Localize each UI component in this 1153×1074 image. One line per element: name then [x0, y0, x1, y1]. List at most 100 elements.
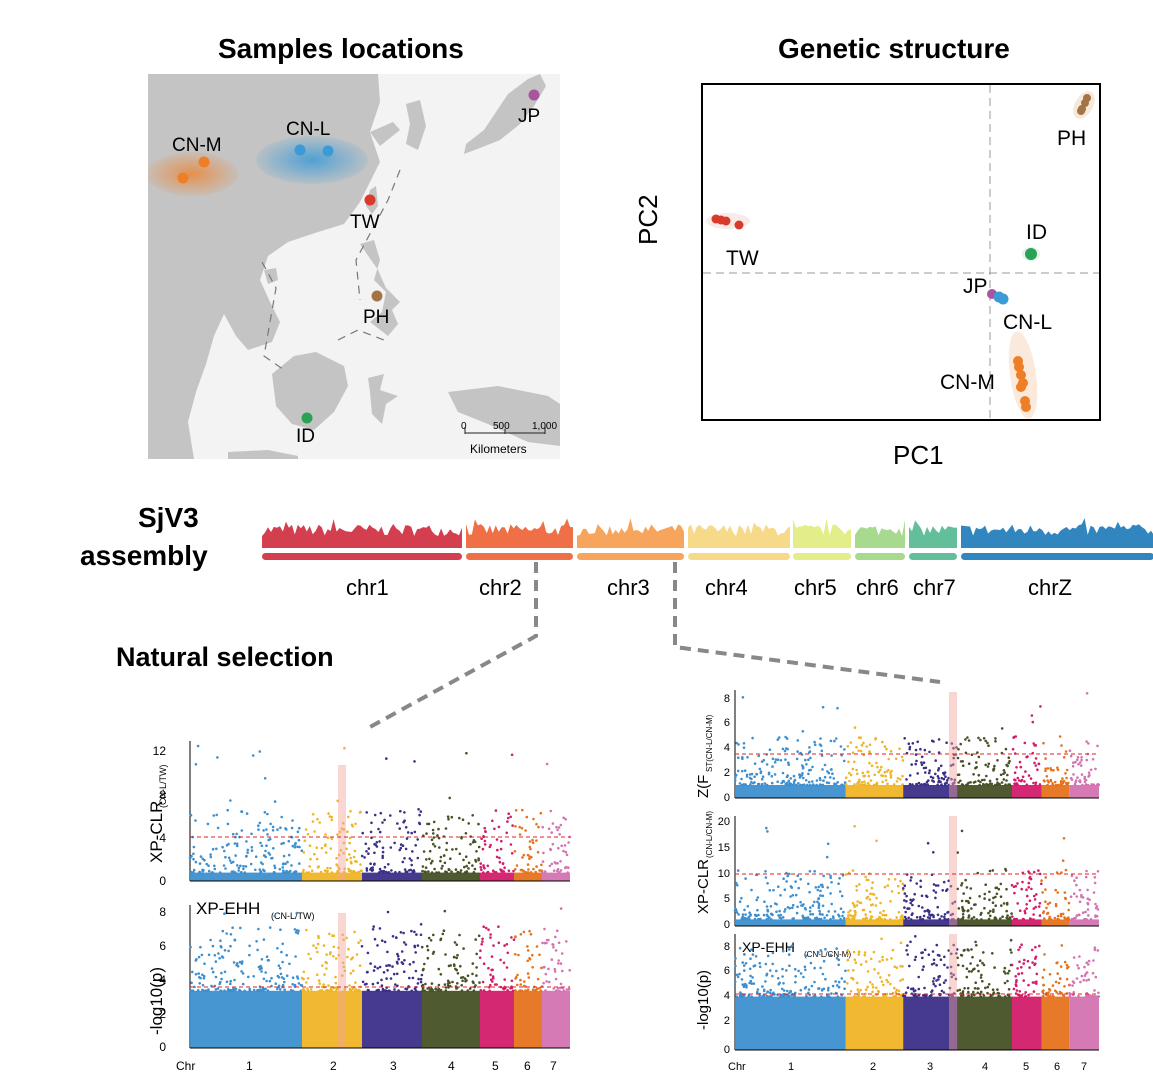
right-mid-ylabel-sub: (CN-L/CN-M): [705, 811, 714, 858]
scale-bar: 0 500 1,000 Kilometers: [461, 421, 557, 456]
left-chr-tick: 3: [390, 1059, 397, 1073]
shandong-peninsula: [370, 122, 400, 146]
left-bot-ytick: 4: [159, 973, 166, 987]
right-top-manhattan: [733, 690, 1101, 799]
korea: [406, 100, 426, 150]
cn-l-label: CN-L: [286, 119, 330, 140]
left-top-ytick: 12: [153, 744, 167, 758]
left-manhattan-panels: 12 8 4 0 8 6 4 2 0 Chr 1 2 3 4 5 6 7 XP-…: [147, 741, 572, 1073]
left-bot-title: XP-EHH: [196, 899, 260, 918]
right-middle-manhattan: [733, 816, 1100, 927]
cn-l-points: [993, 291, 1009, 305]
right-chr-tick: 7: [1081, 1061, 1087, 1073]
left-chr-tick: 2: [330, 1059, 337, 1073]
tw-dot: [364, 194, 376, 206]
sample-map: CN-M CN-L TW JP PH ID 0 500 1,000 Kilome…: [148, 74, 560, 459]
jp-dot: [528, 89, 540, 101]
scale-tick-0: 0: [461, 421, 467, 432]
scale-unit: Kilometers: [470, 442, 527, 456]
right-chr-prefix: Chr: [728, 1061, 746, 1073]
pca-label-id: ID: [1026, 221, 1047, 244]
ph-label: PH: [363, 307, 389, 328]
right-bot-ytick: 0: [724, 1044, 730, 1056]
left-chr-tick: 7: [550, 1059, 557, 1073]
id-label: ID: [296, 426, 315, 447]
pca-xlabel: PC1: [893, 440, 944, 470]
new-guinea: [448, 386, 560, 446]
right-bot-ylabel: -log10(p): [695, 970, 712, 1030]
chr7-label: chr7: [913, 575, 956, 600]
chr5-label: chr5: [794, 575, 837, 600]
left-chr-tick: 1: [246, 1059, 253, 1073]
tw-label: TW: [350, 212, 380, 233]
left-bot-ylabel: -log10(p): [147, 967, 166, 1035]
chr2-label: chr2: [479, 575, 522, 600]
right-top-ylabel: Z(F: [695, 775, 712, 798]
right-chr-tick: 6: [1054, 1061, 1060, 1073]
left-chr-prefix: Chr: [176, 1059, 195, 1073]
pca-label-cn-m: CN-M: [940, 371, 995, 394]
cn-m-range: [148, 152, 238, 196]
jp-label: JP: [518, 106, 540, 127]
chromosome-chr1: [262, 519, 462, 560]
right-top-ytick: 8: [724, 693, 730, 705]
ph-points: [1077, 94, 1091, 115]
chromosome-chr3: [577, 518, 684, 560]
right-bot-ytick: 6: [724, 965, 730, 977]
right-mid-ytick: 0: [724, 919, 730, 931]
left-top-ytick: 0: [159, 874, 166, 888]
right-mid-ytick: 10: [718, 868, 730, 880]
right-chr-tick: 1: [788, 1061, 794, 1073]
cn-l-dot: [294, 144, 306, 156]
pca-label-ph: PH: [1057, 127, 1086, 150]
left-bot-ytick: 8: [159, 905, 166, 919]
left-top-ylabel-sub: (CN-L/TW): [158, 765, 168, 809]
left-top-ytick: 8: [159, 788, 166, 802]
right-bot-ytick: 8: [724, 941, 730, 953]
selection-title: Natural selection: [116, 642, 334, 672]
left-bottom-manhattan: [189, 905, 571, 1049]
java: [228, 450, 298, 459]
right-chr-tick: 5: [1023, 1061, 1029, 1073]
pca-label-cn-l: CN-L: [1003, 311, 1052, 334]
right-top-ylabel-sub: ST(CN-L/CN-M): [705, 714, 714, 772]
assembly-title-line1: SjV3: [138, 502, 199, 533]
left-chr-tick: 4: [448, 1059, 455, 1073]
cn-m-dot: [177, 172, 189, 184]
cn-m-points: [1013, 356, 1031, 412]
assembly-track: [262, 518, 1153, 560]
chromosome-chr5: [793, 518, 851, 560]
map-title: Samples locations: [218, 33, 464, 64]
cn-l-range: [256, 136, 368, 184]
pca-title: Genetic structure: [778, 33, 1010, 64]
right-mid-ylabel: XP-CLR: [695, 859, 712, 914]
left-bot-title-sub: (CN-L/TW): [271, 911, 315, 921]
ph-dot: [371, 290, 383, 302]
id-dot: [301, 412, 313, 424]
left-chr-tick: 6: [524, 1059, 531, 1073]
right-mid-ytick: 15: [718, 842, 730, 854]
pca-label-tw: TW: [726, 247, 759, 270]
chr3-label: chr3: [607, 575, 650, 600]
pca-plot: PH TW ID JP CN-L CN-M: [701, 83, 1101, 421]
chromosome-chr6: [855, 519, 905, 560]
chromosome-chrZ: [961, 518, 1153, 560]
right-chr-tick: 4: [982, 1061, 988, 1073]
cn-m-dot: [198, 156, 210, 168]
right-manhattan-panels: 8 6 4 2 0 20 15 10 5 0 8 6 4 2 0 Chr 1 2…: [695, 690, 1101, 1073]
japan: [464, 74, 546, 154]
chr1-label: chr1: [346, 575, 389, 600]
chromosome-chr4: [688, 522, 790, 560]
pca-label-jp: JP: [963, 275, 988, 298]
scale-tick-500: 500: [493, 421, 510, 432]
right-chr-tick: 2: [870, 1061, 876, 1073]
left-bot-ytick: 2: [159, 1007, 166, 1021]
left-bot-ytick: 0: [159, 1040, 166, 1054]
sumatra: [148, 374, 188, 422]
chr4-label: chr4: [705, 575, 748, 600]
cn-m-label: CN-M: [172, 135, 222, 156]
sulawesi: [368, 374, 398, 424]
cn-l-dot: [322, 145, 334, 157]
right-bottom-manhattan: [733, 934, 1101, 1051]
chromosome-chr7: [909, 520, 957, 560]
